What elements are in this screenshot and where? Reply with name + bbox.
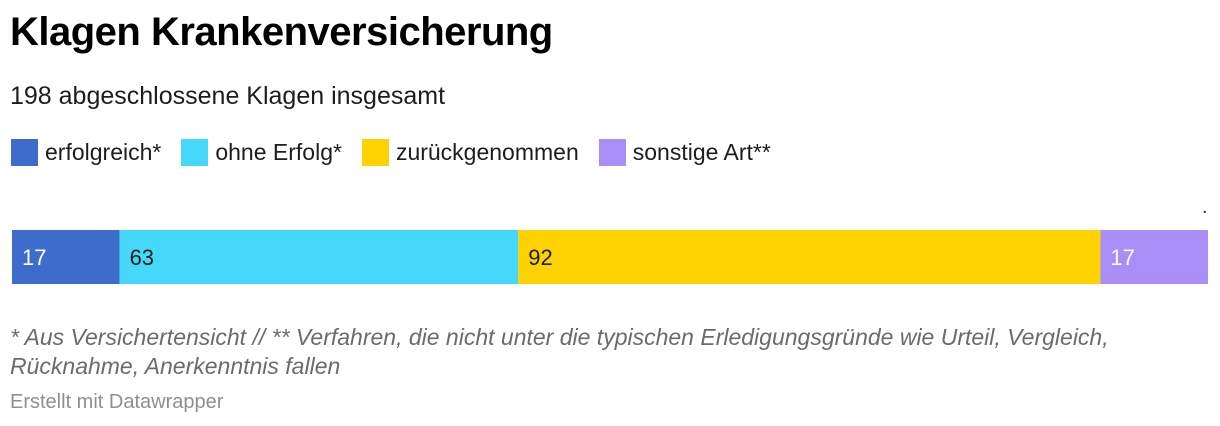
legend-item-erfolgreich: erfolgreich*	[11, 138, 162, 166]
chart-title: Klagen Krankenversicherung	[10, 10, 553, 54]
legend-swatch	[598, 138, 626, 166]
legend-swatch	[181, 138, 209, 166]
bar-segment	[119, 230, 519, 284]
legend-label: sonstige Art**	[632, 138, 771, 165]
legend-item-zurueckgenommen: zurückgenommen	[361, 138, 579, 166]
stacked-bar-chart: 17 63 92 17	[12, 230, 1208, 284]
bar-value-label: 92	[528, 245, 552, 270]
bar-segment	[1100, 230, 1208, 284]
bar-value-label: 17	[22, 245, 46, 270]
dot-marker: .	[1202, 196, 1208, 218]
source-credit: Erstellt mit Datawrapper	[10, 391, 224, 413]
legend-swatch	[11, 138, 38, 166]
footnote: * Aus Versichertensicht // ** Verfahren,…	[10, 324, 1109, 379]
bar-value-label: 63	[130, 245, 154, 270]
chart-subtitle: 198 abgeschlossene Klagen insgesamt	[10, 82, 446, 110]
bar-segment	[518, 230, 1101, 284]
bar-segment	[12, 230, 120, 284]
legend-item-sonstige-art: sonstige Art**	[598, 138, 771, 166]
bar-value-label: 17	[1110, 245, 1134, 270]
legend: erfolgreich* ohne Erfolg* zurückgenommen…	[11, 138, 791, 166]
legend-item-ohne-erfolg: ohne Erfolg*	[181, 138, 342, 166]
legend-swatch	[361, 138, 389, 166]
legend-label: erfolgreich*	[45, 138, 162, 165]
legend-label: ohne Erfolg*	[215, 138, 342, 165]
legend-label: zurückgenommen	[395, 138, 579, 165]
